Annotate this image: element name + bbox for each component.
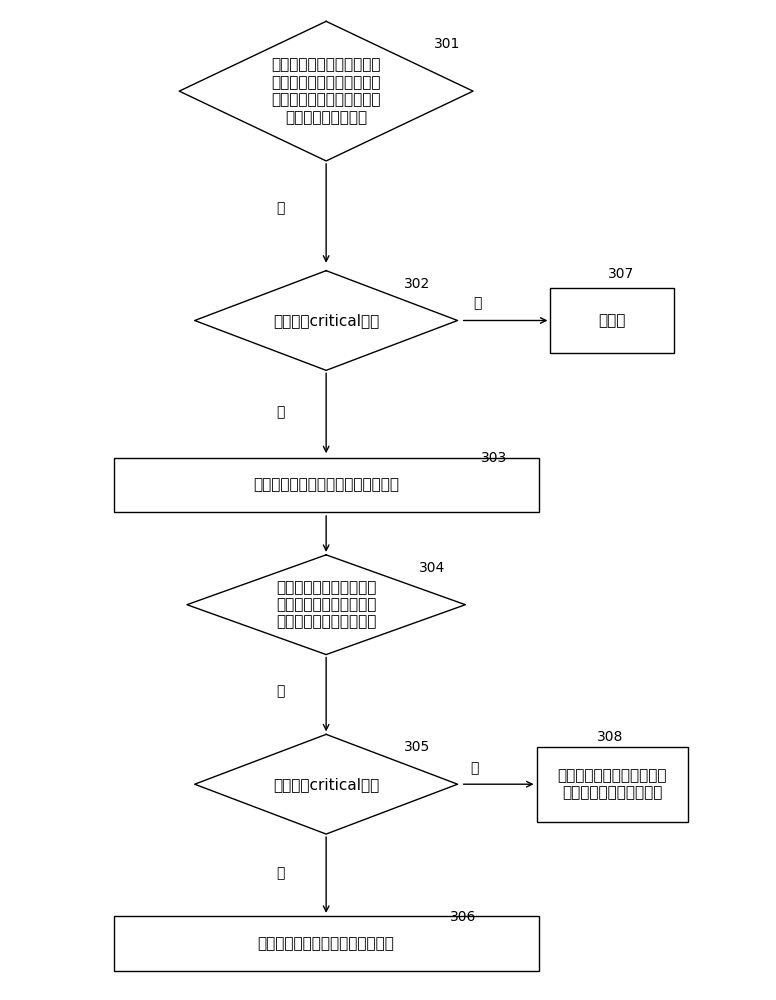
Text: 判断所述网络设备的剩余空
闲内存空间是否减少到小于
或等于一级内存告警门限大
于二级内存告警门限: 判断所述网络设备的剩余空 闲内存空间是否减少到小于 或等于一级内存告警门限大 于… bbox=[272, 58, 381, 125]
Text: 303: 303 bbox=[481, 451, 507, 465]
Text: 否: 否 bbox=[276, 866, 284, 880]
Text: 是: 是 bbox=[473, 297, 481, 311]
Text: 网络设备允许新建立邻居网络设备: 网络设备允许新建立邻居网络设备 bbox=[258, 936, 394, 951]
Text: 308: 308 bbox=[597, 730, 623, 744]
Text: 306: 306 bbox=[450, 910, 476, 924]
FancyBboxPatch shape bbox=[113, 916, 539, 971]
FancyBboxPatch shape bbox=[537, 747, 688, 822]
Text: 302: 302 bbox=[404, 277, 430, 291]
Text: 是否具有critical标志: 是否具有critical标志 bbox=[273, 313, 379, 328]
Text: 是: 是 bbox=[276, 684, 284, 698]
Text: 305: 305 bbox=[404, 740, 430, 754]
Text: 是否具有critical标志: 是否具有critical标志 bbox=[273, 777, 379, 792]
Text: 是: 是 bbox=[470, 761, 478, 775]
Text: 否: 否 bbox=[276, 405, 284, 419]
FancyBboxPatch shape bbox=[550, 288, 674, 353]
Text: 网络设备不允许新建立邻居网络设备: 网络设备不允许新建立邻居网络设备 bbox=[253, 478, 399, 493]
Text: 304: 304 bbox=[419, 561, 445, 575]
Text: 301: 301 bbox=[435, 37, 461, 51]
Text: 重新触发和引入路由计算，
重新收发报文，学习路由: 重新触发和引入路由计算， 重新收发报文，学习路由 bbox=[557, 768, 667, 800]
Text: 是: 是 bbox=[276, 201, 284, 215]
Text: 307: 307 bbox=[608, 267, 635, 281]
FancyBboxPatch shape bbox=[113, 458, 539, 512]
Text: 判断所述网络设备的剩余
空闲内存空间是否增加到
大于或等于正常运行门限: 判断所述网络设备的剩余 空闲内存空间是否增加到 大于或等于正常运行门限 bbox=[276, 580, 376, 630]
Text: 不操作: 不操作 bbox=[598, 313, 626, 328]
